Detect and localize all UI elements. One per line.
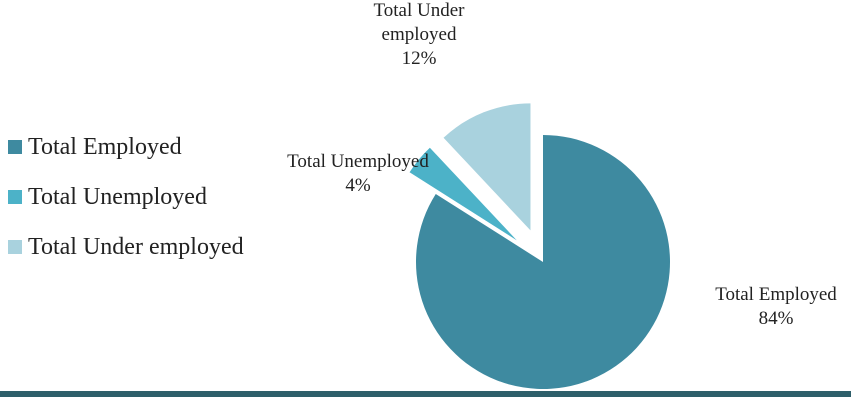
legend-label-total-under-employed: Total Under employed: [28, 234, 244, 260]
data-label-total-unemployed: Total Unemployed 4%: [287, 151, 429, 196]
legend-swatch-total-under-employed: [8, 240, 22, 254]
data-label-total-under-employed: Total Under employed 12%: [373, 0, 465, 69]
legend-item-total-under-employed: Total Under employed: [8, 222, 244, 272]
legend-item-total-employed: Total Employed: [8, 122, 244, 172]
legend-item-total-unemployed: Total Unemployed: [8, 172, 244, 222]
legend-swatch-total-employed: [8, 140, 22, 154]
legend-label-total-employed: Total Employed: [28, 134, 182, 160]
legend: Total Employed Total Unemployed Total Un…: [8, 122, 244, 272]
pie-slices: [409, 103, 670, 389]
legend-label-total-unemployed: Total Unemployed: [28, 184, 207, 210]
bottom-rule: [0, 391, 851, 397]
pie-slice-total-unemployed: [409, 147, 517, 241]
data-label-total-employed: Total Employed 84%: [715, 284, 837, 329]
data-labels: Total Employed 84% Total Unemployed 4% Total…: [287, 0, 837, 329]
pie-slice-total-under-employed: [443, 103, 531, 231]
legend-swatch-total-unemployed: [8, 190, 22, 204]
pie-slice-total-employed: [416, 135, 670, 389]
